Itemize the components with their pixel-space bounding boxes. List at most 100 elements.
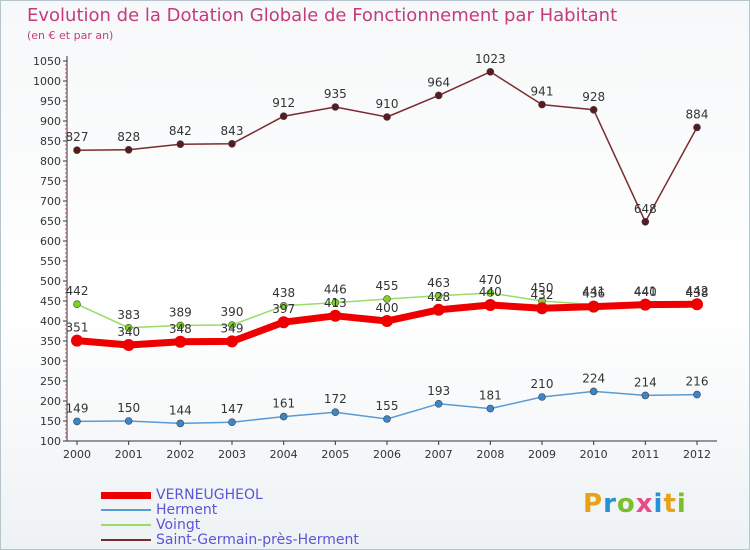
legend-item: VERNEUGHEOL — [101, 487, 263, 503]
data-point-voingt — [383, 295, 391, 303]
legend-label: Voingt — [156, 517, 201, 533]
y-tick-label: 450 — [40, 295, 61, 308]
data-label-saint-germain-pr-s-herment: 648 — [634, 202, 657, 216]
y-tick-label: 350 — [40, 335, 61, 348]
data-point-voingt — [176, 321, 185, 330]
logo-letter: x — [635, 489, 654, 519]
data-point-saint-germain-pr-s-herment — [176, 140, 185, 148]
data-point-verneugheol — [71, 334, 83, 347]
y-tick-label: 950 — [40, 95, 61, 108]
legend-swatch — [101, 491, 151, 499]
legend-item: Herment — [101, 502, 217, 518]
data-point-herment — [176, 419, 185, 428]
data-label-saint-germain-pr-s-herment: 884 — [686, 107, 709, 121]
legend-item: Voingt — [101, 517, 200, 533]
data-point-saint-germain-pr-s-herment — [279, 112, 288, 120]
data-point-saint-germain-pr-s-herment — [434, 91, 443, 100]
data-point-herment — [434, 399, 443, 408]
data-point-verneugheol — [122, 339, 135, 351]
x-tick-label: 2001 — [115, 448, 143, 461]
data-point-herment — [228, 418, 236, 427]
data-label-voingt: 446 — [324, 283, 347, 297]
legend-item: Saint-Germain-près-Herment — [101, 532, 359, 548]
y-tick-label: 550 — [40, 255, 61, 268]
data-label-herment: 216 — [686, 375, 709, 389]
y-tick-label: 750 — [40, 175, 61, 188]
data-label-voingt: 440 — [634, 285, 657, 299]
legend-label: VERNEUGHEOL — [156, 487, 263, 503]
data-label-saint-germain-pr-s-herment: 843 — [221, 124, 244, 138]
logo-letter: i — [676, 489, 687, 519]
data-point-verneugheol — [277, 316, 290, 329]
y-tick-label: 700 — [40, 195, 61, 208]
data-label-herment: 172 — [324, 392, 347, 406]
data-point-saint-germain-pr-s-herment — [331, 103, 340, 111]
y-tick-label: 400 — [40, 315, 61, 328]
logo-letter: o — [616, 489, 636, 519]
data-point-voingt — [228, 321, 236, 329]
x-tick-label: 2010 — [580, 448, 608, 461]
data-point-verneugheol — [381, 315, 393, 327]
data-label-verneugheol: 340 — [117, 325, 140, 339]
data-label-voingt: 438 — [272, 286, 295, 300]
data-point-saint-germain-pr-s-herment — [538, 100, 546, 109]
data-label-herment: 150 — [117, 401, 140, 415]
data-label-herment: 210 — [531, 377, 554, 391]
data-label-verneugheol: 440 — [479, 285, 502, 299]
data-label-voingt: 463 — [427, 276, 450, 290]
data-label-verneugheol: 442 — [686, 284, 709, 298]
x-tick-label: 2004 — [270, 448, 298, 461]
data-label-verneugheol: 413 — [324, 296, 347, 310]
data-label-herment: 224 — [582, 371, 605, 385]
data-label-voingt: 455 — [376, 279, 399, 293]
line-chart: 100 150 200 250 300 350 400 450 500 550 600 650 700 7… — [33, 52, 717, 461]
data-point-verneugheol — [174, 335, 187, 348]
data-label-voingt: 389 — [169, 305, 192, 319]
data-point-saint-germain-pr-s-herment — [589, 106, 598, 114]
x-tick-label: 2002 — [166, 448, 194, 461]
data-point-voingt — [331, 298, 340, 307]
data-point-herment — [383, 415, 391, 423]
x-tick-label: 2005 — [321, 448, 349, 461]
x-tick-label: 2008 — [476, 448, 504, 461]
y-tick-label: 200 — [40, 395, 61, 408]
data-label-voingt: 442 — [66, 284, 89, 298]
data-point-herment — [486, 404, 495, 413]
data-point-herment — [693, 390, 701, 399]
logo-letter: t — [663, 489, 677, 519]
data-point-verneugheol — [484, 299, 497, 311]
data-label-saint-germain-pr-s-herment: 941 — [531, 85, 554, 99]
logo-letter: i — [653, 489, 664, 519]
x-tick-label: 2000 — [63, 448, 91, 461]
y-tick-label: 150 — [40, 415, 61, 428]
data-label-voingt: 441 — [582, 285, 605, 299]
data-point-voingt — [434, 291, 443, 300]
data-label-saint-germain-pr-s-herment: 935 — [324, 87, 347, 101]
data-label-voingt: 383 — [117, 308, 140, 322]
x-tick-label: 2011 — [631, 448, 659, 461]
data-point-verneugheol — [432, 303, 445, 316]
data-point-herment — [73, 417, 81, 426]
data-point-herment — [124, 417, 133, 425]
data-label-herment: 181 — [479, 389, 502, 403]
data-label-voingt: 450 — [531, 281, 554, 295]
data-label-saint-germain-pr-s-herment: 828 — [117, 130, 140, 144]
data-label-verneugheol: 441 — [634, 285, 657, 299]
data-point-saint-germain-pr-s-herment — [73, 146, 81, 154]
data-label-herment: 193 — [427, 384, 450, 398]
y-tick-label: 100 — [40, 435, 61, 448]
y-tick-label: 800 — [40, 155, 61, 168]
legend-label: Saint-Germain-près-Herment — [156, 532, 359, 548]
data-point-herment — [538, 393, 546, 401]
y-tick-label: 250 — [40, 375, 61, 388]
y-tick-label: 600 — [40, 235, 61, 248]
data-label-verneugheol: 436 — [582, 287, 605, 301]
data-label-saint-germain-pr-s-herment: 842 — [169, 124, 192, 138]
data-point-saint-germain-pr-s-herment — [124, 146, 133, 154]
data-label-herment: 161 — [272, 397, 295, 411]
data-label-verneugheol: 428 — [427, 290, 450, 304]
data-point-saint-germain-pr-s-herment — [693, 123, 701, 132]
data-label-herment: 214 — [634, 375, 657, 389]
data-label-verneugheol: 348 — [169, 322, 192, 336]
